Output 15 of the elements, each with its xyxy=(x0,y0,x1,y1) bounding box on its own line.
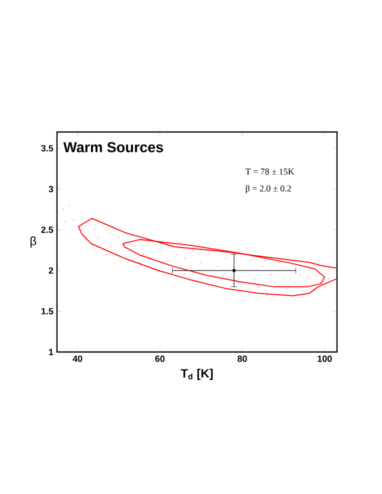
x-tick-label: 80 xyxy=(238,356,247,362)
x-tick-label: 100 xyxy=(318,356,332,362)
y-tick-label: 3 xyxy=(48,186,54,192)
x-axis-title: T$_{d}$ [K] xyxy=(180,368,213,380)
x-tick-label: 60 xyxy=(155,356,165,362)
annotation: T = 78 ± 15K xyxy=(245,168,294,175)
y-tick-label: 2.5 xyxy=(41,226,54,233)
y-tick-label: 2 xyxy=(48,267,54,274)
y-tick-label: 3.5 xyxy=(41,145,54,152)
y-tick-label: 1 xyxy=(49,348,54,356)
y-axis-title: β xyxy=(30,236,36,248)
text: Warm Sources xyxy=(63,142,164,152)
y-tick-label: 1.5 xyxy=(42,308,54,314)
x-tick-label: 40 xyxy=(72,356,82,362)
annotation: β = 2.0 ± 0.2 xyxy=(246,185,291,194)
